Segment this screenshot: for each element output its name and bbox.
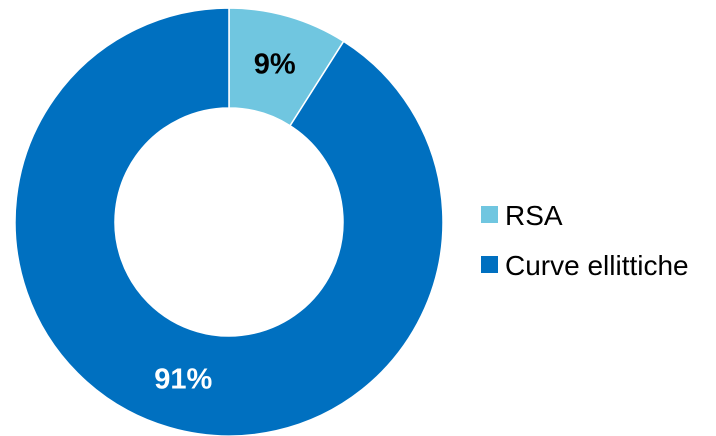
legend: RSA Curve ellittiche — [481, 200, 689, 281]
slice-label-curve-ellittiche: 91% — [154, 363, 212, 395]
donut-slices — [14, 7, 444, 436]
slice-label-rsa: 9% — [254, 49, 296, 81]
donut-slice-curve-ellittiche — [14, 7, 444, 436]
slice-labels: 9% 91% — [154, 49, 296, 396]
legend-label-curve-ellittiche: Curve ellittiche — [505, 250, 689, 281]
legend-label-rsa: RSA — [505, 200, 563, 231]
legend-swatch-rsa — [481, 206, 498, 223]
legend-swatch-curve-ellittiche — [481, 256, 498, 273]
